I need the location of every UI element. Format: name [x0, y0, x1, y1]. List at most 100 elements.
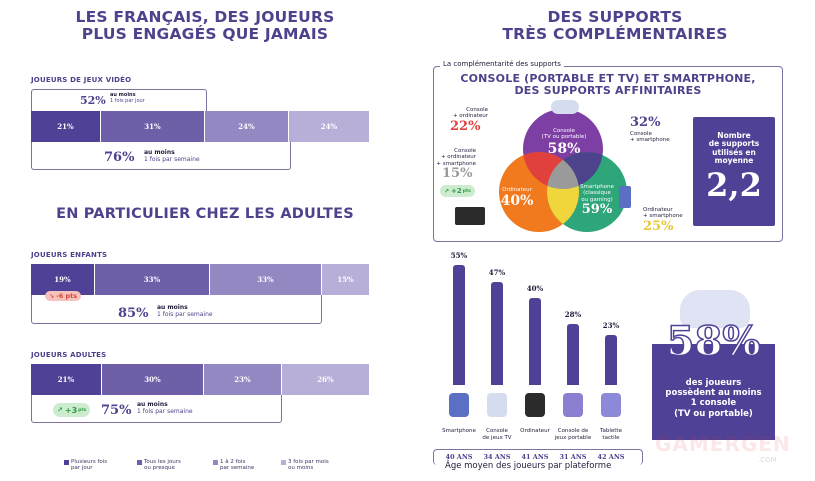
heading-l1: CONSOLE (PORTABLE ET TV) ET SMARTPHONE,	[460, 72, 756, 85]
smartphone-l2: (classique	[583, 190, 611, 197]
segment-weekly: 23%	[204, 364, 282, 395]
platform-name: Ordinateur	[513, 428, 557, 435]
children-bar: 19% 33% 33% 15%	[31, 264, 369, 295]
platform-name-l1: Console	[486, 428, 508, 434]
legend-l2: ou moins	[288, 465, 314, 472]
legend-l2: par semaine	[220, 465, 255, 472]
adults-badge-unit: pts	[78, 407, 87, 413]
segment-weekly: 33%	[210, 264, 322, 295]
age-frame	[433, 449, 643, 465]
owners-l3: 1 console	[690, 398, 737, 409]
cps-pct: 25%	[643, 218, 674, 234]
all-three-trend-badge: ↗ +2 pts	[440, 185, 475, 197]
platform-bar	[605, 334, 617, 385]
adults-caption-l2: 1 fois par semaine	[137, 407, 193, 415]
segment-daily: 30%	[102, 364, 204, 395]
daily-frame	[31, 89, 207, 111]
segment-several-daily: 21%	[31, 111, 101, 142]
cs-pct: 32%	[630, 115, 661, 130]
platform-bar	[567, 323, 579, 385]
segment-several-daily: 21%	[31, 364, 102, 395]
platform-pct-label: 23%	[602, 320, 620, 330]
console-l1: Console	[553, 128, 575, 134]
right-title: DES SUPPORTS TRÈS COMPLÉMENTAIRES	[430, 8, 800, 43]
gamepad-icon	[551, 100, 579, 114]
smartphone-icon	[449, 393, 469, 417]
avg-l1: Nombre	[717, 131, 751, 140]
computer-pct: 40%	[500, 193, 534, 210]
cps-l2: + smartphone	[643, 213, 683, 220]
platform-name-l1: Tablette	[600, 428, 622, 434]
console-l2: (TV ou portable)	[541, 134, 587, 141]
children-caption-l2: 1 fois par semaine	[157, 310, 213, 318]
platform-name-l1: Ordinateur	[520, 428, 550, 434]
all-pct: 15%	[442, 165, 473, 181]
legend-daily: Tous les jours ou presque	[137, 459, 181, 471]
platform-pct-label: 47%	[488, 268, 506, 278]
venn-computer-label: Ordinateur 40%	[490, 187, 544, 209]
segment-several-daily: 19%	[31, 264, 95, 295]
trend-up-icon: ↗	[57, 406, 63, 414]
platform-name: Console de jeux TV	[475, 428, 519, 441]
owners-l1: des joueurs	[685, 378, 742, 388]
platform-name: Smartphone	[437, 428, 481, 435]
legend-l1: Tous les jours	[144, 459, 181, 465]
platform-age: 31 ANS	[559, 453, 587, 461]
console-owners-pct: 58%	[666, 318, 761, 365]
all-l3: + smartphone	[436, 160, 476, 167]
platform-name: Console de jeux portable	[551, 428, 595, 441]
trend-down-icon: ↘	[49, 292, 55, 300]
platform-pct-label: 55%	[450, 251, 468, 260]
weekly-caption: au moins 1 fois par semaine	[144, 149, 200, 163]
legend-l1: 1 à 2 fois	[220, 459, 246, 465]
adults-subtitle: EN PARTICULIER CHEZ LES ADULTES	[56, 206, 354, 222]
weekly-caption-l2: 1 fois par semaine	[144, 155, 200, 163]
cs-l2: + smartphone	[630, 137, 670, 144]
segment-daily: 33%	[95, 264, 210, 295]
cc-pct: 22%	[450, 118, 481, 134]
platform-pct-label: 40%	[526, 283, 544, 293]
children-weekly-frame	[31, 295, 322, 324]
callout-console-smartphone: 32% Console + smartphone	[630, 115, 670, 144]
daily-caption-l2: 1 fois par jour	[110, 97, 145, 104]
venn-diagram	[499, 109, 627, 232]
platform-name-l2: tactile	[602, 434, 620, 441]
avg-l2: de supports	[708, 139, 760, 149]
weekly-frame	[31, 142, 291, 170]
all-l2: + ordinateur	[440, 154, 476, 161]
adults-weekly-frame	[31, 395, 282, 423]
platform-age: 40 ANS	[445, 453, 473, 461]
avg-supports-box: Nombre de supports utilisés en moyenne 2…	[693, 117, 775, 226]
children-caption-l1: au moins	[157, 304, 188, 311]
platform-bar	[491, 282, 503, 385]
platform-name-l1: Console de	[557, 428, 589, 434]
owners-l2: possèdent au moins	[665, 388, 762, 399]
handheld-console-icon	[563, 393, 583, 417]
complementarity-legend: La complémentarité des supports	[440, 60, 564, 68]
children-weekly-caption: au moins 1 fois par semaine	[157, 304, 213, 318]
console-pct: 58%	[547, 140, 581, 157]
cs-l1: Console	[630, 130, 652, 137]
adults-weekly-pct: 75%	[101, 403, 132, 418]
venn-console-label: Console (TV ou portable) 58%	[534, 128, 594, 157]
computer-icon	[455, 207, 485, 225]
callout-computer-smartphone: Ordinateur + smartphone 25%	[643, 207, 683, 235]
all-badge-value: +2	[451, 187, 462, 195]
watermark-tld: .COM	[758, 456, 777, 464]
legend-several-daily: Plusieurs fois par jour	[64, 459, 107, 471]
legend-swatch	[64, 460, 69, 465]
smartphone-l3: ou gaming)	[581, 196, 613, 203]
platform-age: 34 ANS	[483, 453, 511, 461]
legend-weekly: 1 à 2 fois par semaine	[213, 459, 254, 471]
segment-monthly: 15%	[322, 264, 369, 295]
daily-caption: au moins 1 fois par jour	[110, 92, 145, 104]
computer-l1: Ordinateur	[502, 187, 532, 193]
daily-caption-l1: au moins	[110, 92, 136, 98]
callout-console-computer: Console + ordinateur 22%	[440, 107, 488, 135]
legend-swatch	[281, 460, 286, 465]
right-title-line1: DES SUPPORTS	[547, 8, 683, 26]
console-owners-box	[652, 344, 775, 440]
all-l1: Console	[454, 148, 476, 154]
platform-pct-label: 28%	[564, 309, 582, 319]
adults-label: JOUEURS ADULTES	[31, 351, 107, 359]
